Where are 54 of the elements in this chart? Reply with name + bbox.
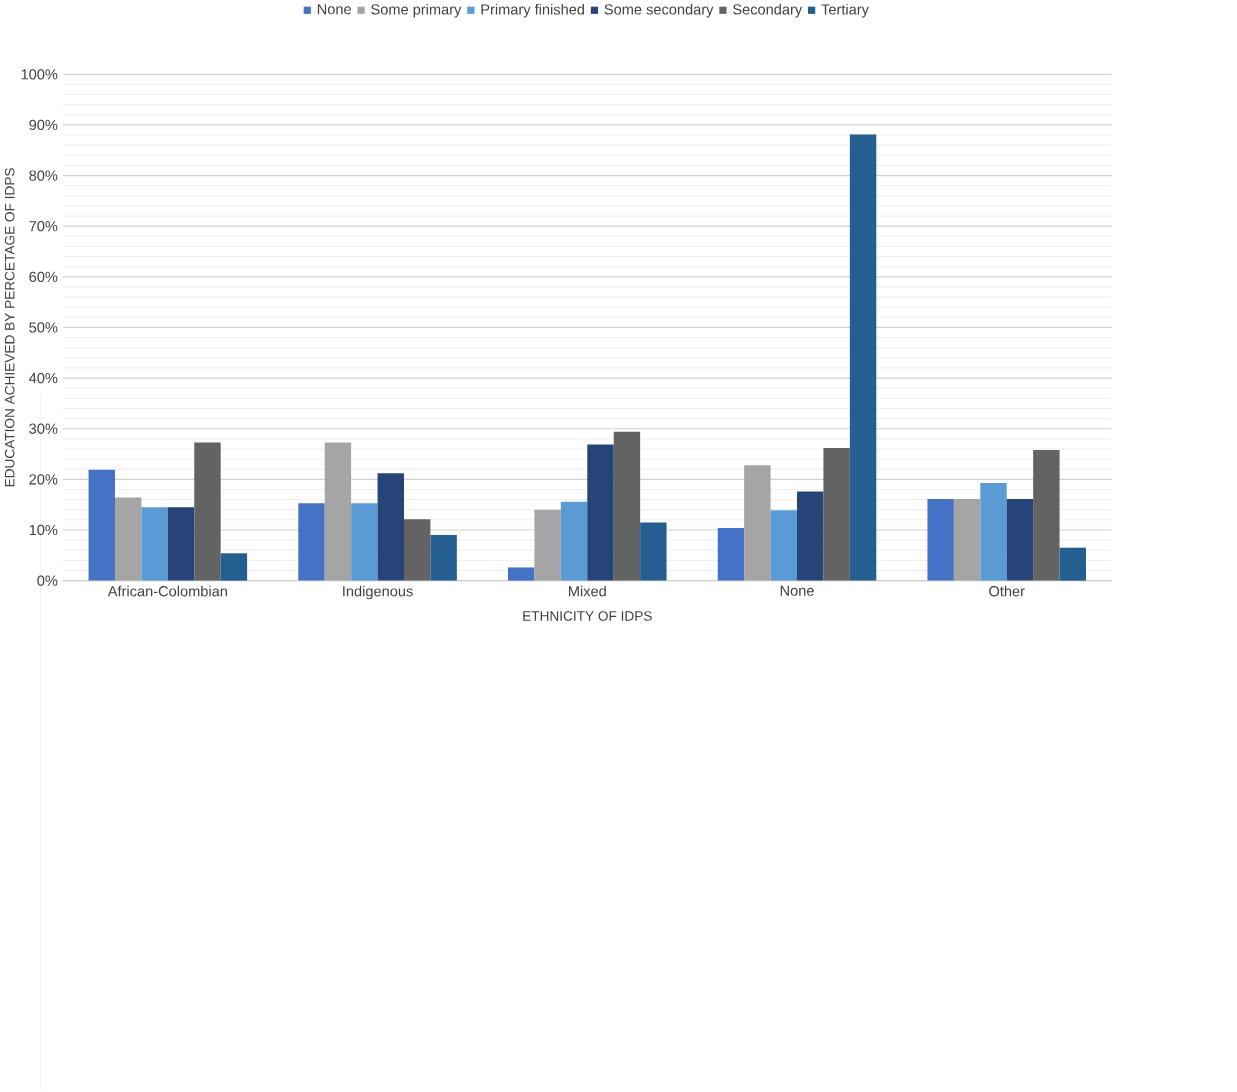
bar — [927, 499, 954, 581]
bar — [377, 473, 404, 581]
x-tick-label: None — [780, 585, 814, 596]
bar — [797, 491, 824, 581]
bar — [770, 510, 798, 581]
bar — [141, 507, 168, 581]
bar — [88, 469, 115, 581]
bar — [1006, 499, 1034, 581]
bar — [508, 567, 535, 581]
bar — [849, 134, 877, 581]
y-tick-label: 0% — [37, 575, 58, 586]
y-tick-label: 20% — [29, 474, 58, 485]
x-tick-label: Indigenous — [343, 585, 413, 600]
bar — [640, 522, 667, 581]
legend-label: Primary finished — [481, 3, 585, 18]
bar — [534, 509, 561, 581]
bar — [717, 527, 745, 581]
legend-label: Some primary — [371, 3, 462, 18]
bar — [298, 503, 325, 581]
y-tick-label: 50% — [29, 322, 58, 333]
legend-label: None — [317, 4, 351, 15]
x-axis-title: ETHNICITY OF IDPS — [523, 611, 652, 621]
y-tick-label: 60% — [29, 271, 58, 282]
bar — [560, 501, 588, 581]
bar — [980, 482, 1007, 581]
bar — [351, 503, 378, 581]
bar — [587, 444, 614, 581]
y-tick-label: 70% — [29, 221, 58, 232]
y-tick-label: 10% — [29, 524, 58, 536]
legend-label: Secondary — [733, 3, 803, 18]
bar — [1059, 547, 1087, 581]
bar — [1033, 449, 1060, 581]
y-tick-label: 40% — [29, 372, 58, 384]
y-tick-label: 100% — [21, 69, 58, 80]
x-tick-label: African-Colombian — [107, 585, 227, 597]
bar — [823, 447, 850, 581]
y-tick-label: 90% — [29, 119, 58, 131]
legend-label: Tertiary — [821, 3, 869, 18]
bar — [194, 442, 221, 581]
legend-label: Some secondary — [604, 3, 714, 18]
bar — [167, 507, 195, 581]
y-tick-label: 80% — [29, 170, 58, 181]
y-axis-title: EDUCATION ACHIEVED BY PERCETAGE OF IDPS — [4, 168, 15, 487]
bar — [220, 553, 248, 581]
bar — [430, 535, 457, 581]
bar — [613, 431, 641, 581]
x-tick-label: Mixed — [569, 585, 606, 597]
bar — [744, 465, 771, 581]
y-tick-label: 30% — [29, 423, 58, 434]
bar — [403, 519, 431, 581]
bar — [953, 499, 981, 581]
bar — [324, 442, 352, 581]
bar — [114, 497, 142, 581]
x-tick-label: Other — [989, 585, 1025, 597]
